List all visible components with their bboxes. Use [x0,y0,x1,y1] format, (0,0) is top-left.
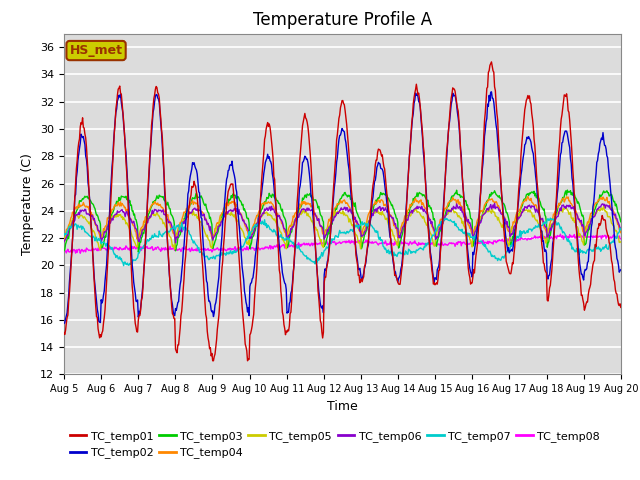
TC_temp04 [428,220,435,226]
TC_temp04 [214,220,222,226]
Line: TC_temp03: TC_temp03 [64,190,621,252]
Line: TC_temp08: TC_temp08 [64,234,621,253]
TC_temp03 [134,249,142,255]
TC_temp08 [185,247,193,252]
TC_temp06 [411,206,419,212]
Y-axis label: Temperature (C): Temperature (C) [22,153,35,255]
Line: TC_temp07: TC_temp07 [64,218,621,265]
TC_temp03 [60,248,68,253]
TC_temp04 [411,196,419,202]
TC_temp06 [60,239,68,244]
TC_temp04 [524,193,532,199]
TC_temp03 [214,228,222,234]
TC_temp04 [185,203,193,209]
TC_temp01 [209,358,216,364]
TC_temp03 [411,194,419,200]
TC_temp02 [488,89,495,95]
TC_temp08 [214,246,222,252]
TC_temp06 [172,240,179,246]
TC_temp06 [70,218,78,224]
TC_temp08 [617,236,625,242]
TC_temp01 [127,267,135,273]
TC_temp04 [97,237,104,242]
TC_temp08 [411,238,419,244]
TC_temp08 [128,243,136,249]
TC_temp06 [185,209,193,215]
TC_temp01 [184,221,192,227]
TC_temp04 [617,230,625,236]
TC_temp02 [410,100,418,106]
Line: TC_temp01: TC_temp01 [64,62,621,361]
Line: TC_temp04: TC_temp04 [64,196,621,240]
Legend: TC_temp01, TC_temp02, TC_temp03, TC_temp04, TC_temp05, TC_temp06, TC_temp07, TC_: TC_temp01, TC_temp02, TC_temp03, TC_temp… [70,431,600,458]
TC_temp05 [60,238,68,244]
Line: TC_temp02: TC_temp02 [64,92,621,324]
TC_temp03 [617,219,625,225]
Line: TC_temp06: TC_temp06 [64,204,621,243]
TC_temp01 [428,258,435,264]
TC_temp04 [128,219,136,225]
TC_temp07 [428,235,435,241]
TC_temp01 [214,319,222,325]
X-axis label: Time: Time [327,400,358,413]
TC_temp02 [214,287,221,292]
TC_temp01 [488,59,495,65]
TC_temp01 [617,304,625,310]
TC_temp07 [547,215,554,221]
TC_temp05 [128,233,136,239]
TC_temp02 [60,321,68,326]
TC_temp07 [128,261,136,266]
Title: Temperature Profile A: Temperature Profile A [253,11,432,29]
Line: TC_temp05: TC_temp05 [64,206,621,250]
TC_temp01 [70,208,78,214]
TC_temp03 [564,187,572,193]
TC_temp05 [600,204,607,209]
TC_temp06 [127,218,135,224]
TC_temp07 [60,233,68,239]
TC_temp06 [491,201,499,206]
TC_temp02 [426,249,434,255]
TC_temp03 [185,204,193,210]
TC_temp08 [60,250,68,255]
TC_temp08 [557,231,564,237]
TC_temp07 [617,227,625,232]
TC_temp05 [97,247,104,253]
TC_temp01 [60,330,68,336]
TC_temp07 [185,228,193,234]
TC_temp03 [70,213,78,218]
TC_temp07 [411,249,419,255]
TC_temp07 [70,223,78,228]
TC_temp07 [214,252,222,258]
TC_temp04 [70,210,78,216]
TC_temp02 [184,191,192,197]
TC_temp01 [411,90,419,96]
TC_temp06 [214,224,222,229]
TC_temp04 [60,236,68,242]
TC_temp07 [120,263,127,268]
TC_temp02 [70,213,78,219]
TC_temp06 [428,221,435,227]
TC_temp02 [127,247,135,252]
TC_temp05 [617,240,625,245]
TC_temp06 [617,225,625,231]
Text: HS_met: HS_met [70,44,123,57]
TC_temp03 [428,205,435,211]
TC_temp08 [70,247,78,252]
TC_temp05 [185,209,193,215]
TC_temp08 [428,240,435,246]
TC_temp02 [617,267,625,273]
TC_temp05 [411,208,419,214]
TC_temp05 [214,224,222,230]
TC_temp08 [76,251,84,256]
TC_temp05 [70,214,78,220]
TC_temp05 [428,231,435,237]
TC_temp03 [127,202,135,208]
